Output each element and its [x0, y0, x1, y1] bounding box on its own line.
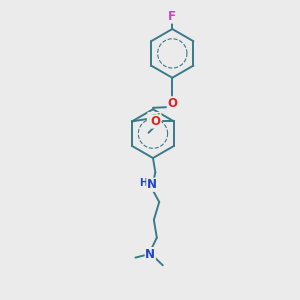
- Text: Cl: Cl: [148, 112, 161, 126]
- Text: F: F: [168, 10, 176, 23]
- Text: O: O: [150, 115, 160, 128]
- Text: O: O: [167, 97, 177, 110]
- Text: N: N: [145, 248, 155, 260]
- Text: H: H: [140, 178, 148, 188]
- Text: N: N: [147, 178, 157, 191]
